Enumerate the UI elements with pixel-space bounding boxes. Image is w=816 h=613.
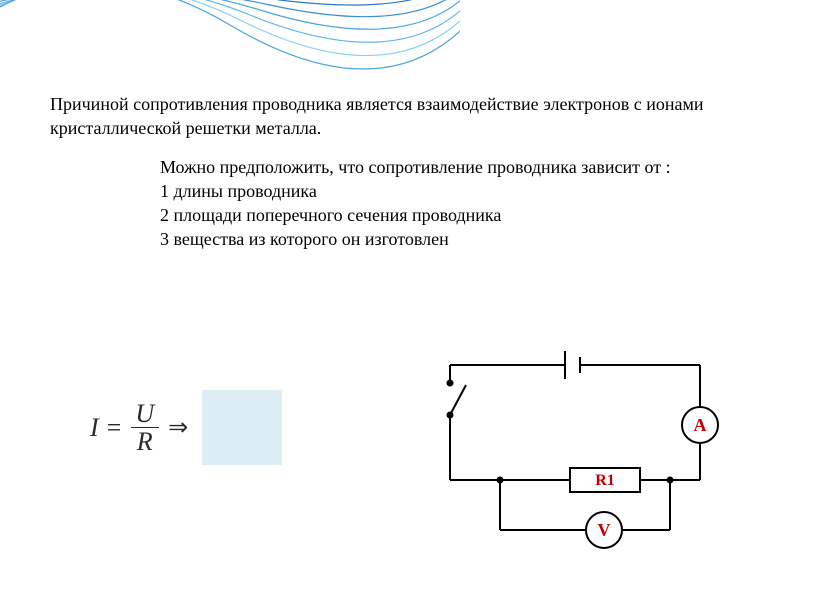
paragraph-dependencies: Можно предположить, что сопротивление пр… (160, 155, 766, 252)
voltmeter-label: V (598, 520, 611, 540)
corner-decoration (0, 0, 460, 100)
dep-intro: Можно предположить, что сопротивление пр… (160, 155, 766, 179)
circuit-diagram: A R1 V (420, 335, 750, 555)
formula-numerator: U (129, 400, 160, 427)
dep-item-1: 1 длины проводника (160, 179, 766, 203)
arrow-icon: ⇒ (168, 413, 188, 442)
ammeter-label: A (694, 415, 707, 435)
formula-fraction: U R (129, 400, 160, 456)
formula-denominator: R (131, 427, 159, 455)
resistor-label: R1 (595, 472, 615, 489)
ohms-law-formula: I = U R ⇒ (90, 400, 188, 456)
paragraph-cause: Причиной сопротивления проводника являет… (50, 92, 766, 141)
formula-eq: = (107, 413, 122, 443)
formula-lhs: I (90, 413, 99, 443)
dep-item-2: 2 площади поперечного сечения проводника (160, 203, 766, 227)
dep-item-3: 3 вещества из которого он изготовлен (160, 227, 766, 251)
formula-result-placeholder (202, 390, 282, 465)
